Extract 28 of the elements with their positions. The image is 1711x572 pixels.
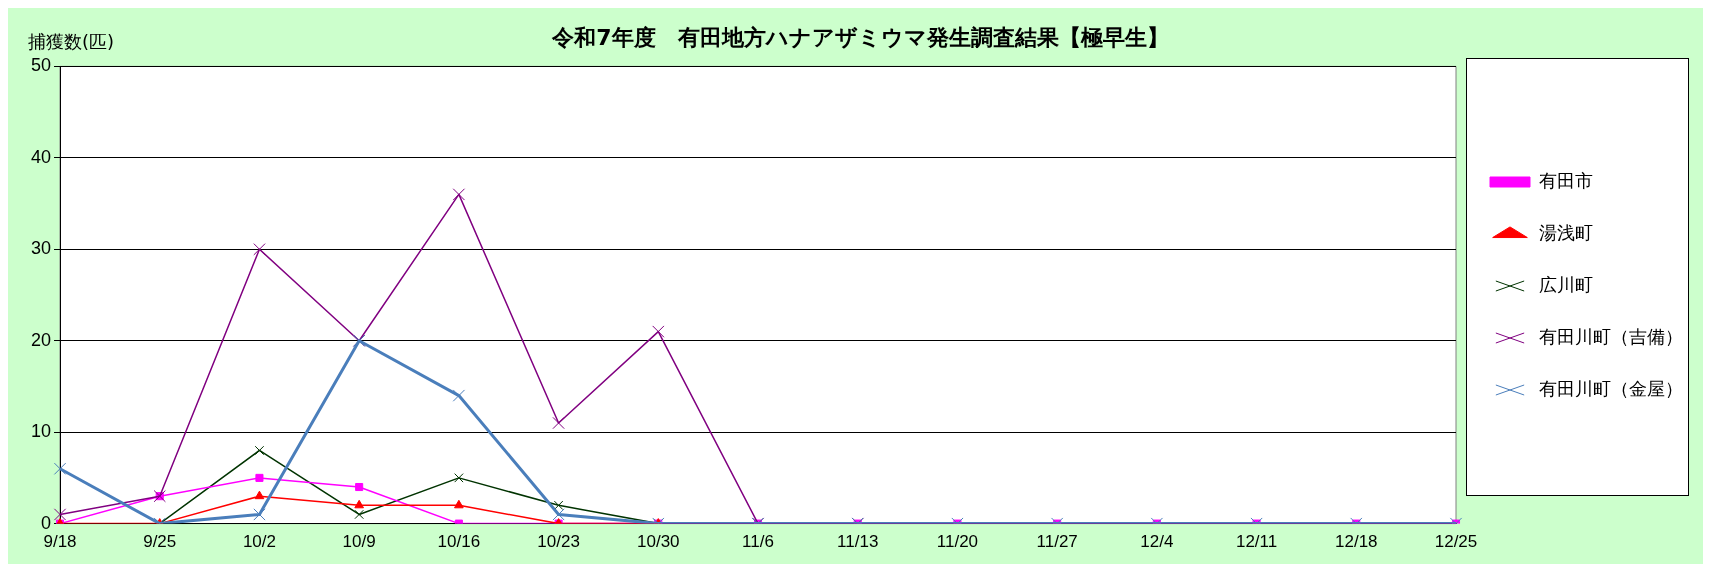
y-tick-label: 20	[30, 329, 52, 350]
legend-label: 有田川町（金屋）	[1539, 377, 1683, 399]
x-tick-label: 10/23	[537, 532, 580, 552]
x-tick-label: 11/6	[742, 532, 774, 552]
legend-label: 広川町	[1539, 273, 1593, 295]
x-tick-label: 10/30	[637, 532, 680, 552]
chart-title: 令和7年度 有田地方ハナアザミウマ発生調査結果【極早生】	[551, 24, 1169, 50]
y-tick-label: 40	[30, 146, 52, 167]
x-tick-label: 9/25	[143, 532, 177, 552]
x-tick-label: 11/27	[1036, 532, 1078, 552]
x-tick-label: 12/11	[1235, 532, 1278, 552]
legend-label: 湯浅町	[1539, 221, 1593, 243]
y-tick-label: 50	[30, 55, 52, 76]
x-tick-label: 10/2	[242, 532, 276, 552]
y-tick-label: 30	[30, 238, 52, 259]
y-tick-label: 0	[41, 512, 52, 533]
x-tick-label: 12/25	[1434, 532, 1478, 552]
x-tick-label: 10/16	[437, 532, 481, 552]
legend-label: 有田市	[1539, 169, 1593, 191]
y-axis-title: 捕獲数(匹)	[28, 30, 115, 54]
y-tick-label: 10	[30, 421, 52, 442]
x-tick-label: 9/18	[43, 532, 77, 552]
x-tick-label: 12/4	[1140, 532, 1174, 552]
x-tick-label: 12/18	[1335, 532, 1378, 552]
x-tick-label: 11/20	[936, 532, 979, 552]
x-tick-label: 10/9	[342, 532, 376, 552]
legend-label: 有田川町（吉備）	[1539, 325, 1683, 347]
x-tick-label: 11/13	[837, 532, 879, 552]
